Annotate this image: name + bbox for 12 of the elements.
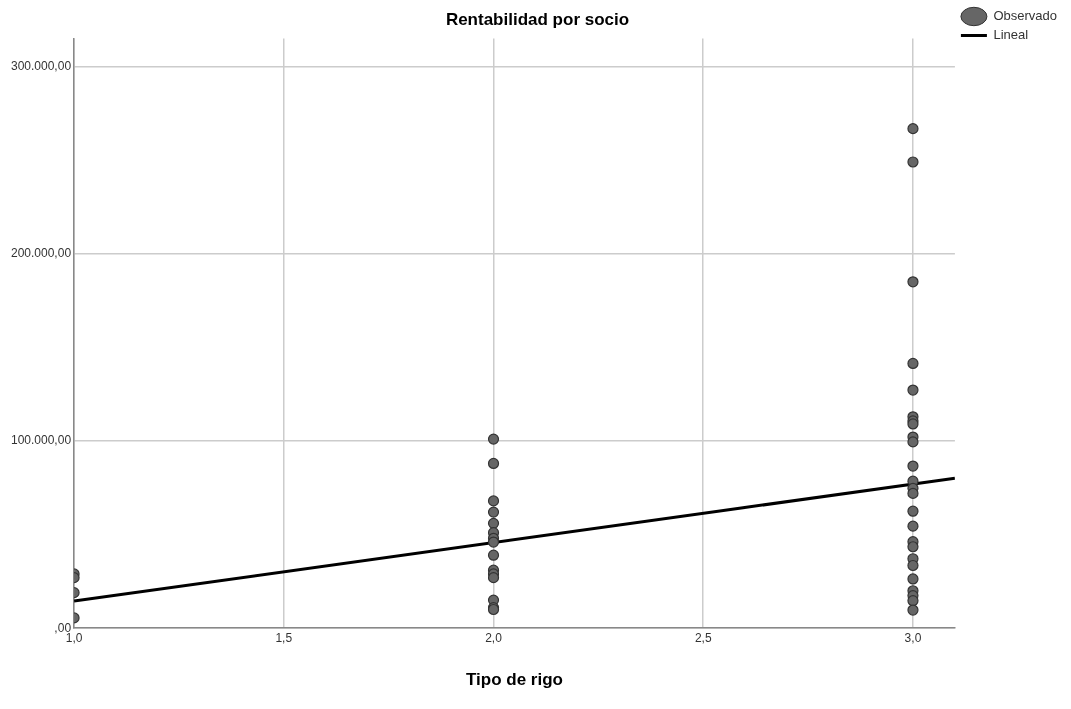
x-axis-title: Tipo de rigo [466,670,563,690]
x-tick-label: 2,0 [485,630,503,645]
y-tick-label: 300.000,00 [11,58,72,73]
x-tick-label: 2,5 [694,630,712,645]
x-tick-label: 3,0 [904,630,922,645]
y-tick-label: 200.000,00 [11,246,72,261]
legend-label: Lineal [993,27,1029,43]
y-tick-label: ,00 [54,620,72,635]
legend-label: Observado [993,8,1057,24]
x-tick-label: 1,5 [275,630,293,645]
chart-title: Rentabilidad por socio [445,9,630,29]
y-tick-label: 100.000,00 [11,433,72,448]
